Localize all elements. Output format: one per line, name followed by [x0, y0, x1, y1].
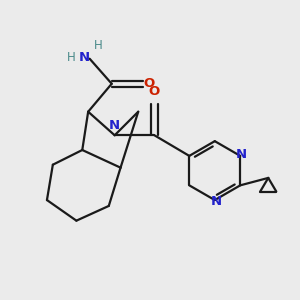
Text: N: N: [236, 148, 247, 161]
Text: N: N: [211, 195, 222, 208]
Text: O: O: [143, 77, 155, 90]
Text: O: O: [149, 85, 160, 98]
Text: N: N: [79, 51, 90, 64]
Text: N: N: [109, 119, 120, 132]
Text: H: H: [67, 51, 76, 64]
Text: H: H: [94, 39, 103, 52]
